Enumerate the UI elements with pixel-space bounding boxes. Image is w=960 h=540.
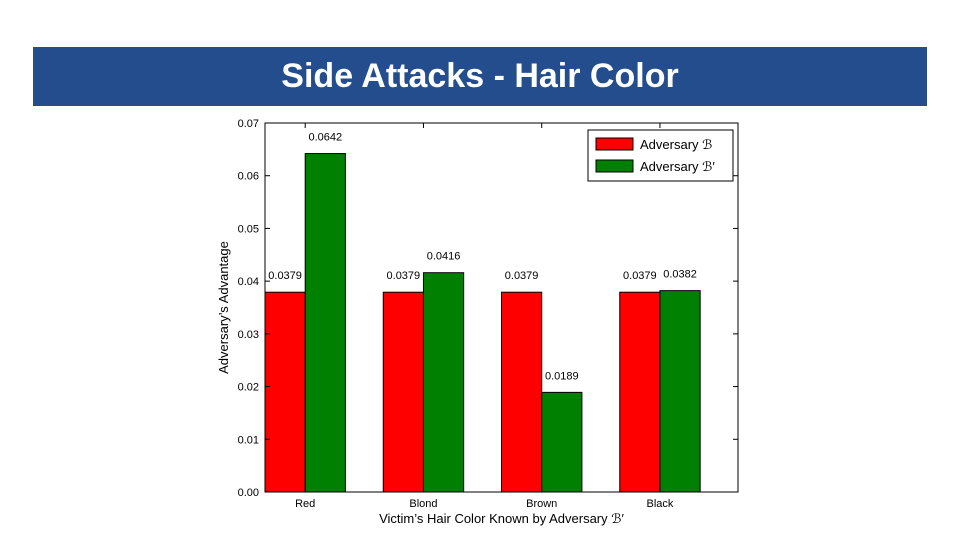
bar-blond-series-2 bbox=[422, 272, 465, 493]
y-axis-label: Adversary’s Advantage bbox=[216, 241, 231, 374]
bar-black-series-2 bbox=[659, 290, 701, 493]
y-tick-label: 0.07 bbox=[238, 118, 259, 130]
y-tick-label: 0.02 bbox=[238, 382, 259, 394]
legend-swatch-series-2 bbox=[595, 159, 634, 173]
bar-brown-series-2 bbox=[541, 391, 583, 493]
legend-label-series-1: Adversary ℬ bbox=[640, 137, 712, 152]
y-tick-label: 0.03 bbox=[238, 329, 259, 341]
x-tick-label-blond: Blond bbox=[409, 498, 437, 510]
data-label-brown-series-2: 0.0189 bbox=[545, 370, 579, 382]
data-label-black-series-2: 0.0382 bbox=[663, 269, 697, 281]
y-tick-label: 0.06 bbox=[238, 171, 259, 183]
y-tick-label: 0.05 bbox=[238, 223, 259, 235]
bar-brown-series-1 bbox=[501, 291, 543, 493]
legend-swatch-series-1 bbox=[595, 137, 634, 151]
bar-red-series-2 bbox=[304, 153, 346, 493]
data-label-blond-series-2: 0.0416 bbox=[427, 251, 461, 263]
y-tick-label: 0.01 bbox=[238, 434, 259, 446]
bar-red-series-1 bbox=[264, 291, 306, 493]
data-label-red-series-1: 0.0379 bbox=[268, 270, 302, 282]
y-tick-label: 0.00 bbox=[238, 487, 259, 499]
legend-label-series-2: Adversary ℬ′ bbox=[640, 159, 715, 174]
data-label-black-series-1: 0.0379 bbox=[623, 270, 657, 282]
slide-title: Side Attacks - Hair Color bbox=[281, 57, 679, 95]
x-tick-label-black: Black bbox=[647, 498, 674, 510]
data-label-blond-series-1: 0.0379 bbox=[387, 270, 421, 282]
x-tick-label-brown: Brown bbox=[526, 498, 557, 510]
y-tick-label: 0.04 bbox=[238, 276, 259, 288]
plot-frame bbox=[264, 122, 739, 493]
bar-blond-series-1 bbox=[382, 291, 424, 493]
title-bar: Side Attacks - Hair Color bbox=[33, 47, 927, 106]
x-tick-label-red: Red bbox=[295, 498, 315, 510]
data-label-brown-series-1: 0.0379 bbox=[505, 270, 539, 282]
data-label-red-series-2: 0.0642 bbox=[308, 132, 342, 144]
bar-black-series-1 bbox=[619, 291, 661, 493]
x-axis-label: Victim’s Hair Color Known by Adversary ℬ… bbox=[379, 511, 624, 526]
